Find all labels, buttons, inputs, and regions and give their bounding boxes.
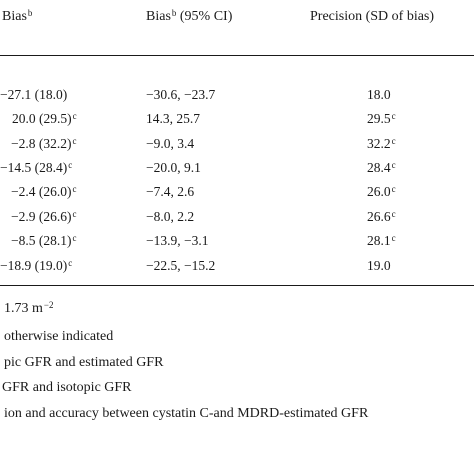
header-bias-ci: Biasb (95% CI) [146, 9, 232, 25]
bias-cell: 20.0 (29.5)c [12, 111, 77, 126]
header-bias-ci-suffix: (95% CI) [176, 9, 233, 24]
footnote-line: otherwise indicated [4, 329, 114, 344]
ci-cell: −9.0, 3.4 [146, 136, 195, 151]
bias-cell: −2.8 (32.2)c [11, 136, 77, 151]
header-rule [0, 55, 474, 56]
ci-cell: −30.6, −23.7 [146, 87, 216, 102]
bias-cell: −2.4 (26.0)c [11, 184, 77, 199]
ci-cell: −7.4, 2.6 [146, 184, 195, 199]
header-bias-ci-text: Bias [146, 9, 171, 24]
header-bias: Biasb [2, 9, 32, 25]
precision-cell: 32.2c [367, 136, 396, 151]
ci-cell: −20.0, 9.1 [146, 160, 201, 175]
header-bias-text: Bias [2, 9, 27, 24]
precision-cell: 28.4c [367, 160, 396, 175]
table-bottom-rule [0, 285, 474, 286]
header-precision: Precision (SD of bias) [310, 9, 435, 24]
footnote-line: pic GFR and estimated GFR [4, 355, 164, 370]
bias-cell: −27.1 (18.0) [0, 87, 68, 102]
ci-cell: −13.9, −3.1 [146, 233, 209, 248]
precision-cell: 26.0c [367, 184, 396, 199]
bias-cell: −14.5 (28.4)c [0, 160, 73, 175]
footnote-line: ion and accuracy between cystatin C-and … [4, 406, 369, 421]
ci-cell: −22.5, −15.2 [146, 258, 216, 273]
precision-cell: 26.6c [367, 209, 396, 224]
bias-cell: −2.9 (26.6)c [11, 209, 77, 224]
precision-cell: 28.1c [367, 233, 396, 248]
bias-cell: −8.5 (28.1)c [11, 233, 77, 248]
precision-cell: 18.0 [367, 87, 391, 102]
precision-cell: 19.0 [367, 258, 391, 273]
header-bias-sup: b [27, 8, 33, 18]
ci-cell: −8.0, 2.2 [146, 209, 195, 224]
header-bias-ci-sup: b [171, 8, 177, 18]
footnote-units: 1.73 m−2 [4, 300, 54, 317]
bias-cell: −18.9 (19.0)c [0, 258, 73, 273]
ci-cell: 14.3, 25.7 [146, 111, 200, 126]
footnote-line: GFR and isotopic GFR [2, 380, 132, 395]
precision-cell: 29.5c [367, 111, 396, 126]
